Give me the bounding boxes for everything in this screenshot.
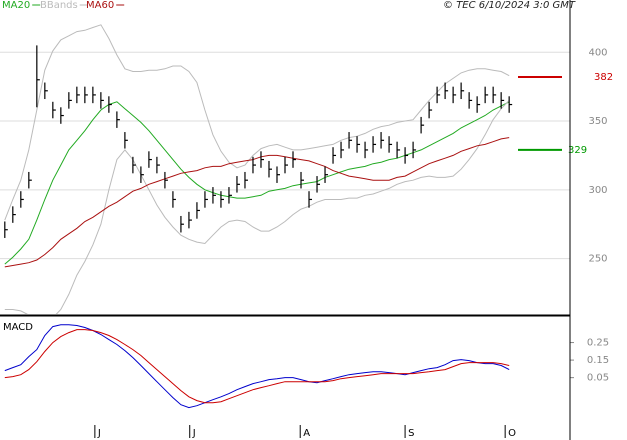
series-line — [4, 137, 510, 268]
legend-entry: MA60 — [86, 0, 114, 11]
panel-title: MACD — [3, 322, 33, 333]
series-line — [4, 324, 510, 409]
x-tick-label: O — [508, 428, 516, 439]
macd-panel — [4, 324, 510, 409]
series-line — [4, 100, 510, 314]
series-line — [4, 24, 510, 221]
y-tick-label: 250 — [588, 254, 607, 265]
y-tick-label: 350 — [588, 116, 607, 127]
series-line — [4, 329, 510, 404]
x-tick-label: S — [408, 428, 414, 439]
y-tick-label: 300 — [588, 185, 607, 196]
legend-entry: BBands — [40, 0, 78, 11]
y-tick-label: 0.25 — [587, 338, 609, 349]
x-tick-label: J — [192, 428, 196, 439]
y-tick-label: 0.15 — [587, 355, 609, 366]
credit: © TEC 6/10/2024 3:0 GMT — [443, 0, 576, 11]
price-panel — [0, 24, 570, 314]
series-line — [4, 101, 510, 265]
legend-entry: MA20 — [2, 0, 30, 11]
level-label: 329 — [568, 145, 587, 156]
axes: 250 300 350 400 382 329 0.25 0.15 0.05 J J A S O — [32, 4, 613, 439]
x-tick-label: J — [97, 428, 101, 439]
y-tick-label: 0.05 — [587, 373, 609, 384]
x-tick-label: A — [303, 428, 310, 439]
level-label: 382 — [594, 72, 613, 83]
y-tick-label: 400 — [588, 47, 607, 58]
